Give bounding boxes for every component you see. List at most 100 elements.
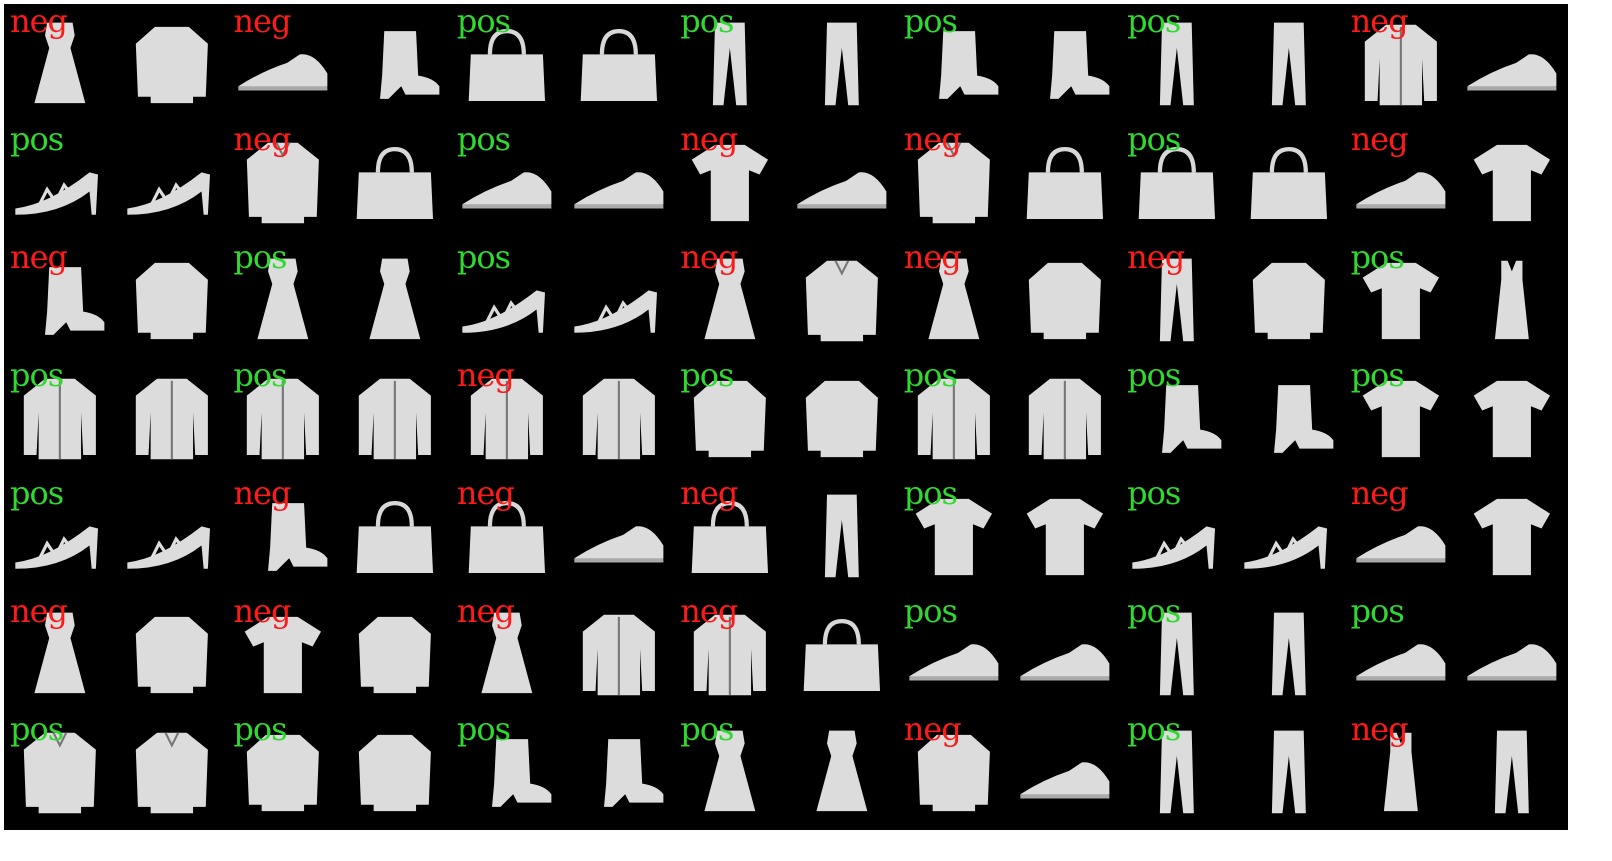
garment-image-sneaker [1456, 602, 1568, 708]
garment-image-sandal [116, 130, 228, 236]
garment-image-bag [786, 602, 898, 708]
garment-image-trouser [1233, 602, 1345, 708]
garment-image-pullover [227, 720, 339, 826]
image-pair: neg [451, 358, 674, 476]
garment-image-coat [227, 366, 339, 472]
garment-image-dress [786, 720, 898, 826]
garment-image-ankle-boot [227, 484, 339, 590]
garment-image-coat [1009, 366, 1121, 472]
image-pair: pos [1345, 594, 1568, 712]
garment-image-pullover [1009, 248, 1121, 354]
garment-image-pullover [339, 602, 451, 708]
garment-image-sneaker [1345, 484, 1457, 590]
garment-image-sneaker [1009, 602, 1121, 708]
image-pair: pos [1345, 358, 1568, 476]
garment-image-bag [563, 12, 675, 118]
image-pair: neg [227, 122, 450, 240]
garment-image-ankle-boot [898, 12, 1010, 118]
image-pair: neg [227, 476, 450, 594]
image-pair: pos [1345, 240, 1568, 358]
garment-image-dress [451, 602, 563, 708]
garment-image-tshirt [898, 484, 1010, 590]
garment-image-sandal [4, 484, 116, 590]
image-pair: neg [674, 476, 897, 594]
image-pair: pos [227, 712, 450, 830]
garment-image-shirt [227, 130, 339, 236]
image-pair: pos [4, 122, 227, 240]
image-pair: pos [451, 4, 674, 122]
image-pair: neg [674, 594, 897, 712]
garment-image-coat [563, 366, 675, 472]
image-pair: pos [4, 476, 227, 594]
image-pair: pos [1121, 358, 1344, 476]
garment-image-ankle-boot [451, 720, 563, 826]
image-pair: pos [227, 358, 450, 476]
garment-image-dress [674, 720, 786, 826]
garment-image-dress [898, 248, 1010, 354]
image-pair: pos [674, 4, 897, 122]
garment-image-sandal [1121, 484, 1233, 590]
image-pair: pos [227, 240, 450, 358]
image-pair: pos [4, 358, 227, 476]
image-pair: pos [451, 122, 674, 240]
image-pair: neg [451, 476, 674, 594]
image-pair: neg [898, 122, 1121, 240]
garment-image-coat [339, 366, 451, 472]
garment-image-sneaker [1456, 12, 1568, 118]
garment-image-dress [227, 248, 339, 354]
garment-image-trouser [1121, 248, 1233, 354]
garment-image-pullover [116, 248, 228, 354]
garment-image-dress [339, 248, 451, 354]
garment-image-coat [1345, 12, 1457, 118]
garment-image-dress [4, 602, 116, 708]
garment-image-coat [563, 602, 675, 708]
image-pair: neg [898, 240, 1121, 358]
garment-image-tshirt [227, 602, 339, 708]
image-pair: neg [1345, 122, 1568, 240]
garment-image-tshirt [1345, 366, 1457, 472]
garment-image-ankle-boot [1009, 12, 1121, 118]
garment-image-sandal [1233, 484, 1345, 590]
image-pair: pos [898, 358, 1121, 476]
garment-image-sneaker [563, 130, 675, 236]
image-pair: pos [674, 358, 897, 476]
garment-image-tshirt [1456, 366, 1568, 472]
garment-image-trouser [1121, 602, 1233, 708]
garment-image-ankle-boot [563, 720, 675, 826]
image-pair: neg [1345, 4, 1568, 122]
garment-image-coat [116, 366, 228, 472]
image-pair: pos [1121, 594, 1344, 712]
garment-image-pullover [1233, 248, 1345, 354]
garment-image-sneaker [451, 130, 563, 236]
image-pair: pos [1121, 4, 1344, 122]
garment-image-bag [339, 130, 451, 236]
image-pair: pos [451, 240, 674, 358]
garment-image-trouser [1233, 12, 1345, 118]
garment-image-bag [1121, 130, 1233, 236]
garment-image-shirt [116, 720, 228, 826]
image-pair: pos [451, 712, 674, 830]
garment-image-ankle-boot [1121, 366, 1233, 472]
garment-image-trouser [786, 484, 898, 590]
garment-image-trouser [674, 12, 786, 118]
image-pair: neg [1345, 476, 1568, 594]
image-pair: pos [1121, 476, 1344, 594]
garment-image-bag [451, 484, 563, 590]
garment-image-pullover [339, 720, 451, 826]
garment-image-shirt [4, 720, 116, 826]
garment-image-dress [4, 12, 116, 118]
garment-image-sneaker [227, 12, 339, 118]
garment-image-tshirt [1456, 130, 1568, 236]
garment-image-shirt [786, 248, 898, 354]
image-pair: neg [4, 240, 227, 358]
garment-image-bag [1009, 130, 1121, 236]
garment-image-trouser [1456, 720, 1568, 826]
image-pair: pos [674, 712, 897, 830]
garment-image-coat [898, 366, 1010, 472]
garment-image-ankle-boot [339, 12, 451, 118]
image-pair-grid: neg neg pos pos pos pos neg pos neg pos neg neg pos n… [4, 4, 1568, 830]
garment-image-pullover [116, 12, 228, 118]
image-pair: neg [227, 594, 450, 712]
garment-image-ankle-boot [1233, 366, 1345, 472]
garment-image-bag [339, 484, 451, 590]
